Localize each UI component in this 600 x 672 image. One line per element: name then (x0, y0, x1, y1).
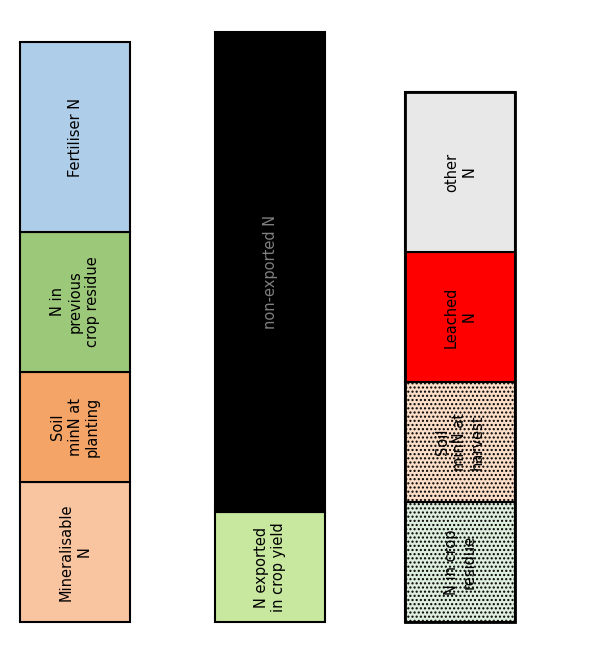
Bar (20, 372, 130, 482)
Text: N in crop
residue: N in crop residue (444, 530, 476, 595)
Text: N exported
in crop yield: N exported in crop yield (254, 522, 286, 612)
Text: N in
previous
crop residue: N in previous crop residue (50, 257, 100, 347)
Bar (20, 42, 130, 232)
Bar (405, 252, 515, 382)
Text: Soil
minN at
planting: Soil minN at planting (50, 397, 100, 457)
Bar (20, 232, 130, 372)
Bar (405, 382, 515, 502)
Bar (405, 502, 515, 622)
Text: Leached
N: Leached N (444, 286, 476, 347)
Text: Soil
minN at
harvest: Soil minN at harvest (435, 413, 485, 471)
Bar (405, 92, 515, 252)
Text: non-exported N: non-exported N (263, 215, 277, 329)
Bar (20, 482, 130, 622)
Bar (215, 32, 325, 512)
Text: Mineralisable
N: Mineralisable N (59, 503, 91, 601)
Bar (405, 92, 515, 622)
Bar (215, 512, 325, 622)
Text: Fertiliser N: Fertiliser N (67, 97, 83, 177)
Text: other
N: other N (444, 153, 476, 192)
